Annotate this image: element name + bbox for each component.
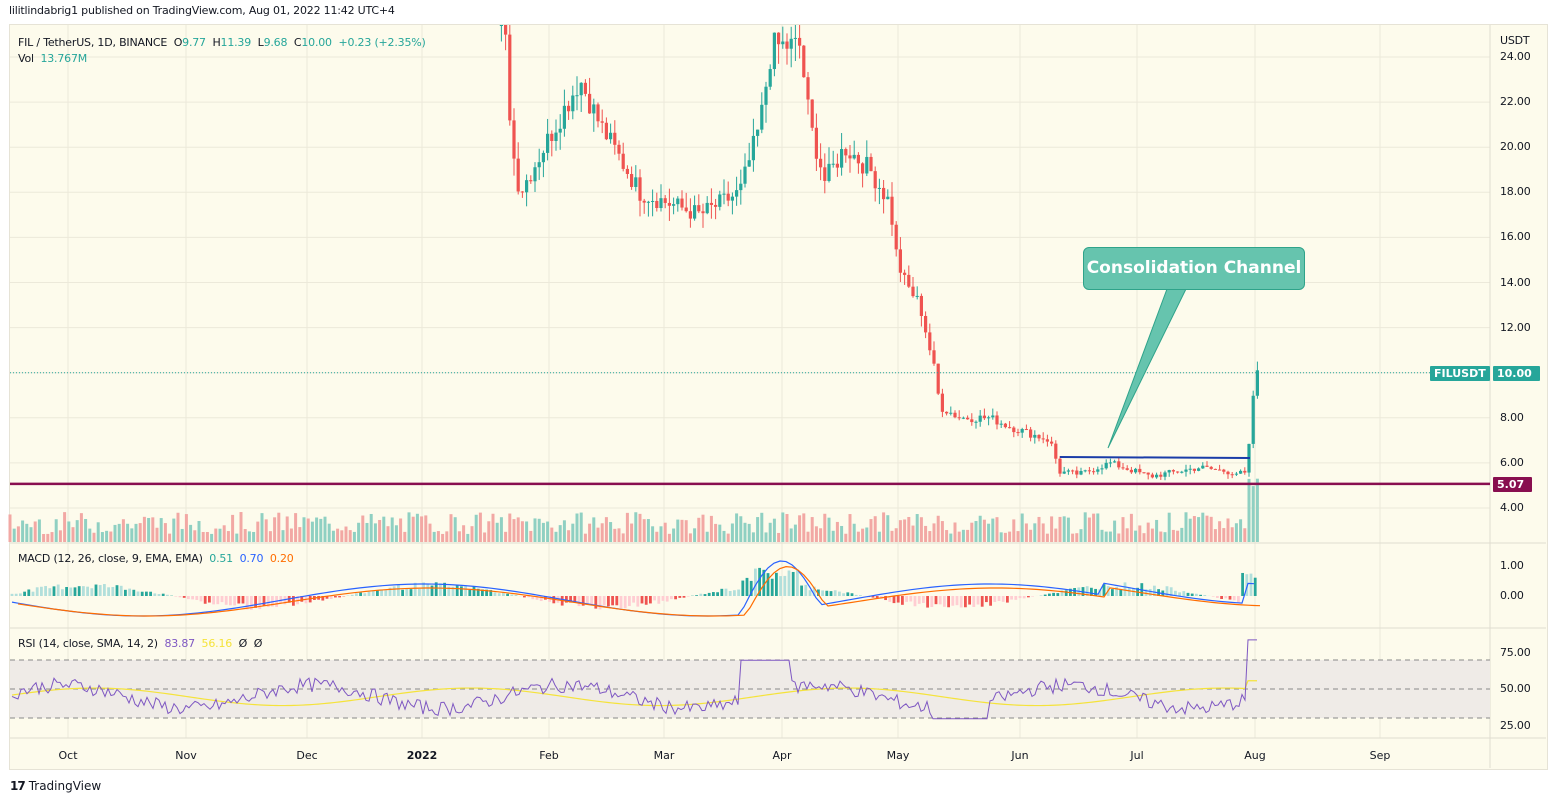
support-level-tag: 5.07	[1493, 477, 1532, 492]
chart-frame	[9, 24, 1548, 770]
axis-tick-label: 25.00	[1500, 719, 1531, 732]
last-price-tag: 10.00	[1493, 366, 1540, 381]
macd-hist-value: 0.51	[209, 552, 233, 565]
symbol-price-tag: FILUSDT	[1430, 366, 1490, 381]
macd-value: 0.70	[239, 552, 264, 565]
axis-tick-label: 12.00	[1500, 320, 1531, 334]
rsi-legend[interactable]: RSI (14, close, SMA, 14, 2) 83.87 56.16 …	[18, 637, 262, 650]
time-tick-label: Nov	[175, 749, 197, 762]
time-tick-label: May	[886, 749, 910, 762]
time-tick-label: Apr	[772, 749, 792, 762]
open-value: 9.77	[182, 36, 206, 49]
consolidation-channel-callout[interactable]: Consolidation Channel	[1083, 247, 1305, 290]
axis-tick-label: 1.00	[1500, 559, 1524, 572]
change-value: +0.23 (+2.35%)	[338, 36, 426, 49]
symbol-title: FIL / TetherUS, 1D, BINANCE	[18, 36, 168, 49]
rsi-extra-2: Ø	[253, 637, 263, 650]
axis-tick-label: 20.00	[1500, 140, 1531, 154]
rsi-label: RSI (14, close, SMA, 14, 2)	[18, 637, 158, 650]
time-tick-label: 2022	[406, 749, 438, 762]
time-tick-label: Jun	[1011, 749, 1029, 762]
time-tick-label: Aug	[1244, 749, 1266, 762]
rsi-value: 83.87	[164, 637, 195, 650]
open-label: O	[173, 36, 183, 49]
axis-tick-label: 4.00	[1500, 501, 1524, 514]
time-tick-label: Jul	[1130, 749, 1144, 762]
volume-legend: Vol 13.767M	[18, 52, 87, 65]
time-tick-label: Dec	[296, 749, 318, 762]
high-value: 11.39	[220, 36, 252, 49]
axis-tick-label: 50.00	[1500, 682, 1531, 695]
axis-tick-label: 22.00	[1500, 95, 1531, 109]
high-label: H	[212, 36, 221, 49]
axis-tick-label: 18.00	[1500, 185, 1531, 199]
footer-brand[interactable]: 17 TradingView	[10, 779, 101, 793]
tradingview-brand: TradingView	[28, 779, 102, 793]
axis-tick-label: 6.00	[1500, 455, 1524, 469]
currency-label: USDT	[1500, 34, 1530, 47]
time-tick-label: Sep	[1369, 749, 1391, 762]
symbol-legend: FIL / TetherUS, 1D, BINANCE O9.77 H11.39…	[18, 36, 426, 49]
axis-tick-label: 16.00	[1500, 230, 1531, 244]
macd-signal-value: 0.20	[269, 552, 294, 565]
time-tick-label: Oct	[58, 749, 78, 762]
axis-tick-label: 8.00	[1500, 410, 1524, 424]
time-tick-label: Feb	[539, 749, 559, 762]
time-tick-label: Mar	[653, 749, 675, 762]
volume-value: 13.767M	[40, 52, 88, 65]
publish-info: lilitlindabrig1 published on TradingView…	[9, 4, 395, 17]
axis-tick-label: 0.00	[1500, 589, 1524, 602]
rsi-sma-value: 56.16	[201, 637, 233, 650]
rsi-extra-1: Ø	[238, 637, 248, 650]
low-label: L	[257, 36, 264, 49]
tradingview-logo-icon: 17	[10, 779, 26, 793]
low-value: 9.68	[263, 36, 288, 49]
volume-label: Vol	[18, 52, 34, 65]
macd-legend[interactable]: MACD (12, 26, close, 9, EMA, EMA) 0.51 0…	[18, 552, 294, 565]
axis-tick-label: 75.00	[1500, 646, 1531, 659]
close-value: 10.00	[301, 36, 332, 49]
axis-tick-label: 14.00	[1500, 275, 1531, 289]
axis-tick-label: 24.00	[1500, 50, 1531, 63]
macd-label: MACD (12, 26, close, 9, EMA, EMA)	[18, 552, 203, 565]
close-label: C	[293, 36, 302, 49]
